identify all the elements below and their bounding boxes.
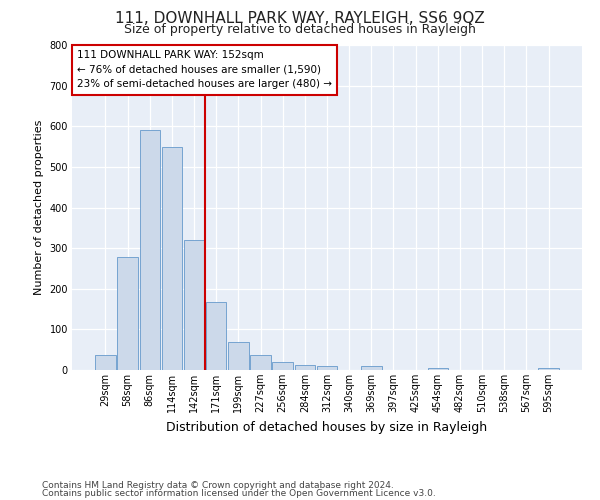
Bar [428,368,448,370]
Text: Contains HM Land Registry data © Crown copyright and database right 2024.: Contains HM Land Registry data © Crown c… [42,481,394,490]
Bar [250,354,271,370]
Bar [95,354,116,370]
Text: 111, DOWNHALL PARK WAY, RAYLEIGH, SS6 9QZ: 111, DOWNHALL PARK WAY, RAYLEIGH, SS6 9Q… [115,11,485,26]
Bar [295,365,315,370]
Bar [118,257,138,370]
Bar [140,130,160,370]
Bar [206,302,226,370]
Bar [272,362,293,370]
Text: 111 DOWNHALL PARK WAY: 152sqm
← 76% of detached houses are smaller (1,590)
23% o: 111 DOWNHALL PARK WAY: 152sqm ← 76% of d… [77,50,332,90]
Bar [161,148,182,370]
Bar [538,368,559,370]
Text: Contains public sector information licensed under the Open Government Licence v3: Contains public sector information licen… [42,489,436,498]
Bar [361,366,382,370]
Bar [317,366,337,370]
X-axis label: Distribution of detached houses by size in Rayleigh: Distribution of detached houses by size … [166,420,488,434]
Text: Size of property relative to detached houses in Rayleigh: Size of property relative to detached ho… [124,22,476,36]
Y-axis label: Number of detached properties: Number of detached properties [34,120,44,295]
Bar [228,342,248,370]
Bar [184,240,204,370]
